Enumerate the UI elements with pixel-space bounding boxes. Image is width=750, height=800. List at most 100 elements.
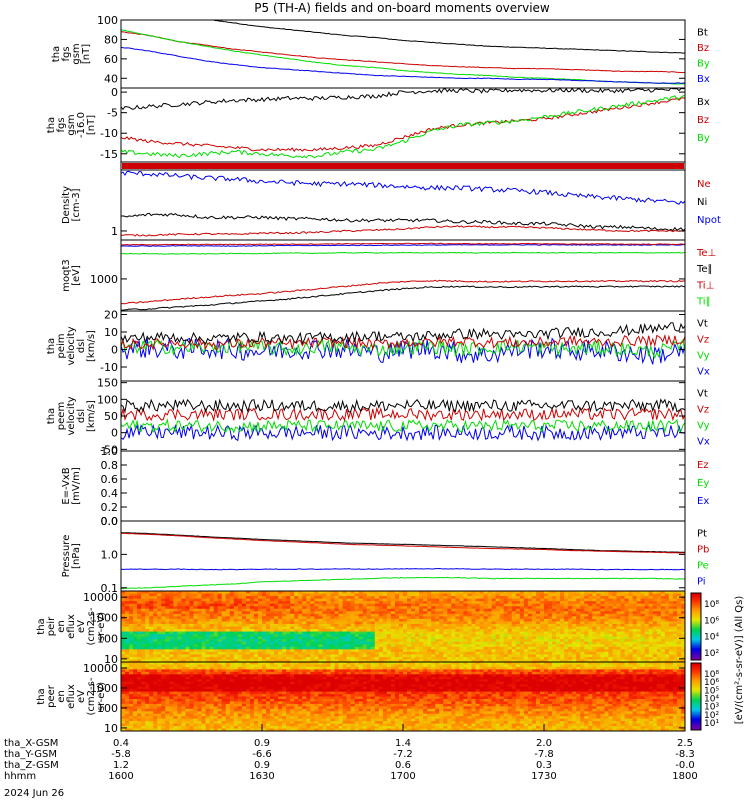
heatmap-cell: [431, 644, 436, 648]
heatmap-cell: [427, 641, 432, 645]
heatmap-cell: [237, 636, 243, 640]
heatmap-cell: [282, 646, 287, 650]
heatmap-cell: [177, 649, 182, 653]
heatmap-cell: [334, 601, 340, 605]
heatmap-cell: [217, 613, 223, 617]
heatmap-cell: [290, 618, 295, 622]
heatmap-cell: [157, 649, 162, 653]
heatmap-cell: [133, 623, 138, 627]
heatmap-cell: [282, 621, 287, 625]
heatmap-cell: [394, 616, 400, 620]
heatmap-cell: [330, 601, 336, 605]
heatmap-cell: [169, 651, 174, 655]
heatmap-cell: [141, 654, 146, 658]
heatmap-cell: [145, 613, 150, 617]
heatmap-cell: [362, 606, 368, 610]
y-axis-label: velocity: [66, 396, 77, 435]
heatmap-cell: [133, 644, 138, 648]
heatmap-cell: [431, 606, 436, 610]
heatmap-cell: [423, 621, 428, 625]
heatmap-cell: [233, 596, 239, 600]
heatmap-cell: [378, 598, 384, 602]
heatmap-cell: [314, 639, 319, 643]
heatmap-cell: [314, 593, 319, 597]
heatmap-cell: [330, 656, 336, 660]
heatmap-cell: [382, 631, 388, 635]
heatmap-cell: [411, 603, 416, 607]
heatmap-cell: [241, 623, 247, 627]
heatmap-cell: [274, 656, 279, 660]
heatmap-cell: [294, 598, 299, 602]
heatmap-cell: [382, 603, 388, 607]
heatmap-cell: [318, 593, 323, 597]
heatmap-cell: [153, 603, 158, 607]
heatmap-cell: [394, 656, 400, 660]
heatmap-cell: [270, 601, 275, 605]
heatmap-cell: [310, 634, 315, 638]
heatmap-cell: [282, 606, 287, 610]
heatmap-cell: [378, 593, 384, 597]
heatmap-cell: [342, 603, 348, 607]
heatmap-cell: [181, 613, 186, 617]
heatmap-cell: [294, 634, 299, 638]
heatmap-cell: [165, 591, 170, 595]
heatmap-cell: [189, 649, 195, 653]
heatmap-cell: [245, 591, 251, 595]
heatmap-cell: [161, 608, 166, 612]
heatmap-cell: [382, 656, 388, 660]
heatmap-cell: [262, 634, 267, 638]
heatmap-cell: [157, 641, 162, 645]
heatmap-cell: [382, 651, 388, 655]
heatmap-cell: [302, 593, 307, 597]
heatmap-cell: [253, 629, 259, 633]
heatmap-cell: [153, 631, 158, 635]
heatmap-cell: [217, 654, 223, 658]
heatmap-cell: [403, 621, 408, 625]
heatmap-cell: [181, 646, 186, 650]
heatmap-cell: [181, 603, 186, 607]
heatmap-cell: [334, 613, 340, 617]
heatmap-cell: [249, 646, 255, 650]
heatmap-cell: [342, 644, 348, 648]
heatmap-cell: [270, 659, 275, 663]
y-tick-label: -10: [100, 127, 118, 140]
heatmap-cell: [161, 618, 166, 622]
heatmap-cell: [249, 601, 255, 605]
heatmap-cell: [233, 634, 239, 638]
heatmap-cell: [374, 659, 380, 663]
heatmap-cell: [370, 616, 376, 620]
heatmap-cell: [411, 629, 416, 633]
heatmap-cell: [233, 613, 239, 617]
heatmap-cell: [394, 644, 400, 648]
heatmap-cell: [193, 649, 199, 653]
heatmap-cell: [141, 656, 146, 660]
heatmap-cell: [197, 598, 203, 602]
heatmap-cell: [209, 656, 215, 660]
heatmap-cell: [326, 636, 331, 640]
heatmap-cell: [407, 623, 412, 627]
heatmap-cell: [245, 649, 251, 653]
heatmap-cell: [423, 613, 428, 617]
heatmap-cell: [423, 618, 428, 622]
heatmap-cell: [221, 651, 227, 655]
heatmap-cell: [362, 611, 368, 615]
heatmap-cell: [390, 651, 396, 655]
heatmap-cell: [411, 591, 416, 595]
heatmap-cell: [403, 644, 408, 648]
heatmap-cell: [407, 636, 412, 640]
heatmap-cell: [257, 636, 263, 640]
heatmap-cell: [374, 621, 380, 625]
y-tick-label: 40: [104, 72, 118, 85]
heatmap-cell: [266, 621, 271, 625]
heatmap-cell: [217, 656, 223, 660]
heatmap-cell: [213, 611, 219, 615]
heatmap-cell: [133, 626, 138, 630]
heatmap-cell: [225, 626, 231, 630]
heatmap-cell: [129, 608, 134, 612]
heatmap-cell: [390, 616, 396, 620]
heatmap-cell: [177, 603, 182, 607]
heatmap-cell: [253, 593, 259, 597]
heatmap-cell: [326, 593, 331, 597]
heatmap-cell: [354, 611, 360, 615]
heatmap-cell: [181, 631, 186, 635]
